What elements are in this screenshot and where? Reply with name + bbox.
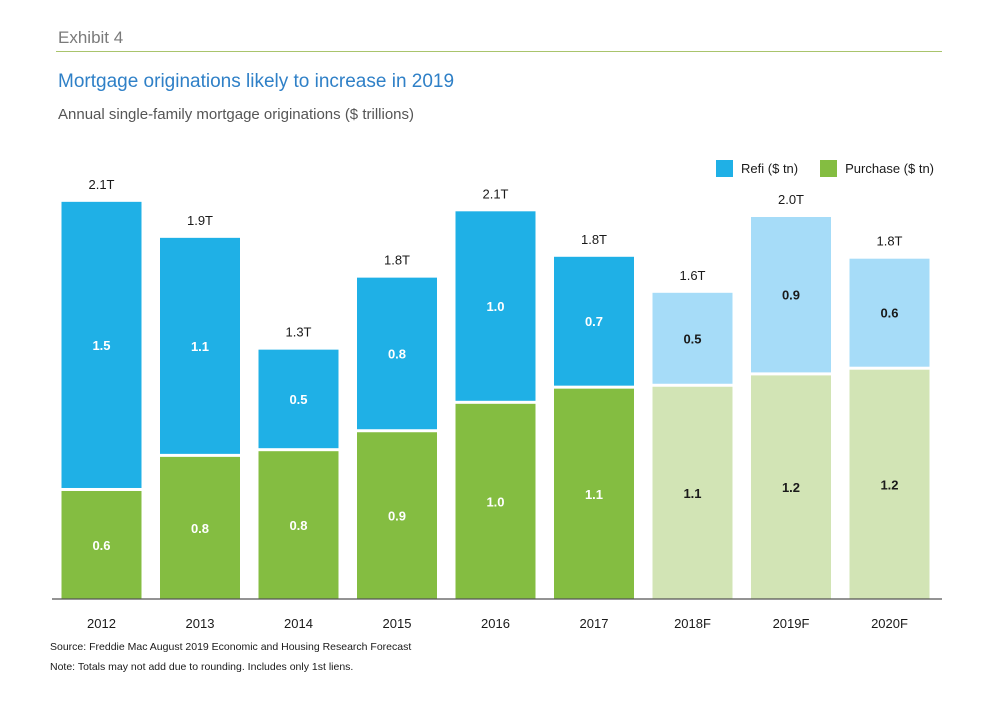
x-tick-label-2018F: 2018F	[674, 616, 711, 631]
bar-purchase-2012	[61, 490, 142, 599]
bar-refi-2020F	[849, 258, 930, 367]
bar-refi-2017	[554, 256, 634, 386]
data-label-refi-2017: 0.7	[585, 314, 603, 329]
source-note: Source: Freddie Mac August 2019 Economic…	[50, 641, 412, 653]
bar-purchase-2017	[554, 388, 634, 599]
data-label-refi-2019F: 0.9	[782, 288, 800, 303]
data-label-refi-2016: 1.0	[486, 299, 504, 314]
total-label-2013: 1.9T	[187, 213, 213, 228]
data-label-purchase-2013: 0.8	[191, 521, 209, 536]
total-label-2019F: 2.0T	[778, 192, 804, 207]
x-tick-label-2016: 2016	[481, 616, 510, 631]
total-label-2020F: 1.8T	[876, 234, 902, 249]
bar-purchase-2013	[160, 456, 240, 599]
data-label-purchase-2018F: 1.1	[683, 486, 701, 501]
exhibit-label: Exhibit 4	[58, 28, 124, 47]
data-label-purchase-2016: 1.0	[486, 494, 504, 509]
total-label-2012: 2.1T	[88, 177, 114, 192]
bar-purchase-2018F	[652, 386, 733, 599]
total-label-2016: 2.1T	[482, 186, 508, 201]
data-label-refi-2012: 1.5	[92, 338, 110, 353]
bar-purchase-2016	[455, 403, 536, 599]
bar-purchase-2019F	[751, 375, 831, 599]
data-label-purchase-2014: 0.8	[289, 518, 307, 533]
data-label-purchase-2012: 0.6	[92, 538, 110, 553]
data-label-purchase-2020F: 1.2	[880, 477, 898, 492]
bar-refi-2016	[455, 211, 536, 401]
x-tick-label-2017: 2017	[580, 616, 609, 631]
bar-refi-2015	[357, 277, 437, 430]
total-label-2015: 1.8T	[384, 253, 410, 268]
x-tick-label-2015: 2015	[383, 616, 412, 631]
legend-swatch-purchase	[820, 160, 838, 177]
bar-purchase-2015	[357, 432, 437, 599]
legend-label-purchase: Purchase ($ tn)	[845, 161, 934, 176]
legend-item-purchase: Purchase ($ tn)	[820, 160, 934, 177]
bar-purchase-2020F	[849, 369, 930, 599]
chart-title: Mortgage originations likely to increase…	[58, 71, 455, 92]
header-divider	[56, 51, 942, 52]
bar-refi-2019F	[751, 217, 831, 373]
legend-label-refi: Refi ($ tn)	[741, 161, 799, 176]
data-label-refi-2013: 1.1	[191, 339, 209, 354]
total-label-2014: 1.3T	[285, 325, 311, 340]
x-tick-label-2014: 2014	[284, 616, 313, 631]
x-tick-label-2013: 2013	[186, 616, 215, 631]
bar-refi-2018F	[652, 292, 733, 384]
legend-swatch-refi	[716, 160, 734, 177]
data-label-purchase-2019F: 1.2	[782, 480, 800, 495]
total-label-2018F: 1.6T	[679, 268, 705, 283]
bar-refi-2012	[61, 201, 142, 488]
footnote: Note: Totals may not add due to rounding…	[50, 661, 354, 673]
x-tick-label-2019F: 2019F	[773, 616, 810, 631]
data-label-refi-2015: 0.8	[388, 346, 406, 361]
data-label-refi-2020F: 0.6	[880, 306, 898, 321]
data-label-purchase-2015: 0.9	[388, 509, 406, 524]
legend-item-refi: Refi ($ tn)	[716, 160, 798, 177]
x-tick-label-2020F: 2020F	[871, 616, 908, 631]
data-label-refi-2014: 0.5	[289, 392, 307, 407]
chart-subtitle: Annual single-family mortgage originatio…	[58, 106, 414, 123]
bar-refi-2013	[160, 237, 240, 454]
x-tick-label-2012: 2012	[87, 616, 116, 631]
data-label-refi-2018F: 0.5	[683, 331, 701, 346]
bar-refi-2014	[258, 349, 339, 449]
data-label-purchase-2017: 1.1	[585, 487, 603, 502]
bar-purchase-2014	[258, 451, 339, 599]
total-label-2017: 1.8T	[581, 232, 607, 247]
chart-legend: Refi ($ tn) Purchase ($ tn)	[694, 160, 934, 177]
